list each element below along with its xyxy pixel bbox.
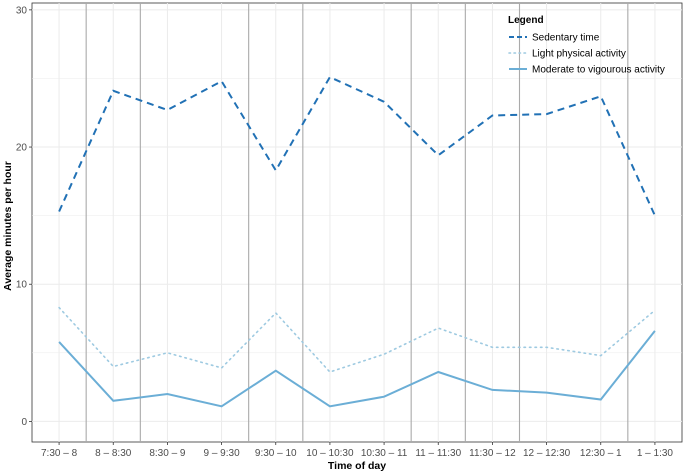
x-tick-label: 12:30 – 1 xyxy=(580,448,622,459)
series-line-3 xyxy=(58,330,656,408)
legend: Legend Sedentary time Light physical acti… xyxy=(508,15,665,76)
y-axis-title: Average minutes per hour xyxy=(2,161,14,291)
legend-title: Legend xyxy=(508,15,544,26)
x-tick-label: 9:30 – 10 xyxy=(255,448,297,459)
y-tick-label: 20 xyxy=(16,143,28,154)
x-tick-label: 10:30 – 11 xyxy=(361,448,408,459)
y-tick-label: 0 xyxy=(21,417,27,428)
x-tick-label: 8 – 8:30 xyxy=(95,448,132,459)
y-tick-label: 10 xyxy=(16,280,28,291)
x-tick-label: 7:30 – 8 xyxy=(41,448,78,459)
x-axis-ticks: 7:30 – 8 8 – 8:30 8:30 – 9 9 – 9:30 9:30 – 1… xyxy=(41,442,673,459)
x-axis-title: Time of day xyxy=(328,460,386,472)
series-line-2 xyxy=(58,306,656,373)
legend-label-1: Sedentary time xyxy=(532,33,600,44)
grid xyxy=(32,3,682,442)
y-tick-label: 30 xyxy=(16,5,28,16)
x-tick-label: 8:30 – 9 xyxy=(149,448,186,459)
x-tick-label: 10 – 10:30 xyxy=(306,448,354,459)
y-axis-ticks: 0 10 20 30 xyxy=(16,5,32,428)
series-lines xyxy=(58,75,656,408)
x-tick-label: 11 – 11:30 xyxy=(415,448,461,459)
legend-label-2: Light physical activity xyxy=(532,49,626,60)
period-divider-lines xyxy=(85,3,629,442)
x-tick-label: 11:30 – 12 xyxy=(469,448,516,459)
x-tick-label: 9 – 9:30 xyxy=(204,448,241,459)
x-tick-label: 12 – 12:30 xyxy=(523,448,571,459)
legend-label-3: Moderate to vigourous activity xyxy=(532,65,665,76)
series-line-1 xyxy=(58,75,656,217)
x-tick-label: 1 – 1:30 xyxy=(637,448,674,459)
